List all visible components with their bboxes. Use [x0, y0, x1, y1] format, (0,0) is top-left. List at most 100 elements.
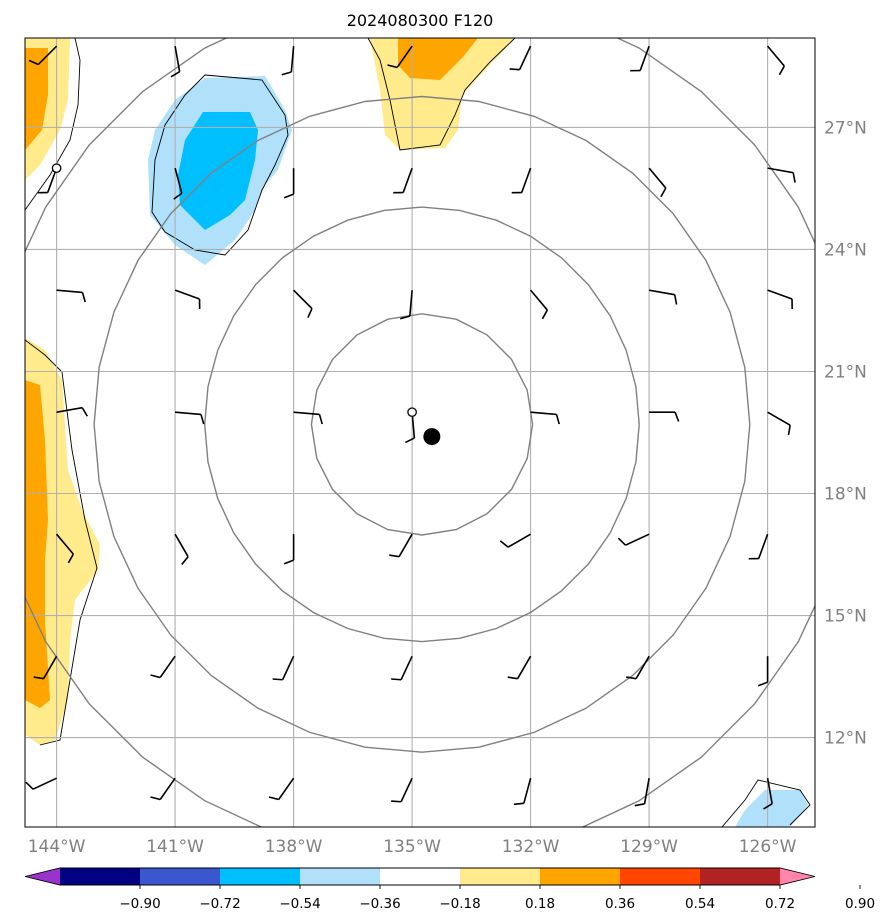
lat-tick-label: 15°N	[824, 607, 867, 627]
lon-tick-label: 135°W	[383, 837, 441, 857]
colorbar-label: −0.36	[359, 896, 400, 912]
colorbar-label: −0.72	[199, 896, 240, 912]
range-ring	[93, 95, 751, 753]
wind-barb	[507, 655, 532, 680]
contour-blue-blob	[151, 74, 289, 256]
wind-barb	[28, 45, 58, 66]
wind-barb	[283, 168, 295, 199]
colorbar-label: 0.18	[525, 896, 555, 912]
anomaly-contour-lines	[25, 38, 811, 827]
wind-barb	[272, 655, 295, 681]
latitude-labels: 27°N 24°N 21°N 18°N 15°N 12°N	[824, 118, 867, 748]
lon-tick-label: 129°W	[620, 837, 678, 857]
colorbar-label: 0.72	[765, 896, 795, 912]
wind-barb	[387, 45, 413, 69]
wind-barb	[150, 655, 176, 679]
wind-barb	[393, 167, 413, 194]
strong-positive-anomaly-area-north	[398, 38, 478, 80]
range-ring	[25, 38, 815, 827]
colorbar-label: 0.90	[845, 896, 875, 912]
wind-barb	[281, 46, 295, 76]
range-ring	[203, 206, 640, 643]
colorbar-segment	[380, 868, 461, 885]
wind-barb	[530, 411, 560, 425]
lat-tick-label: 18°N	[824, 485, 867, 505]
lat-tick-label: 24°N	[824, 240, 867, 260]
wind-barb	[56, 406, 89, 417]
wind-barb	[766, 45, 786, 76]
colorbar-segment	[540, 868, 621, 885]
map-plot-area	[25, 38, 815, 827]
wind-barb	[389, 533, 413, 558]
lat-tick-label: 27°N	[824, 118, 867, 138]
colorbar-segment	[460, 868, 541, 885]
lon-tick-label: 126°W	[739, 837, 797, 857]
wind-barb	[399, 290, 413, 320]
wind-barb	[767, 167, 796, 183]
wind-barb	[617, 533, 650, 546]
colorbar-segment	[60, 868, 141, 885]
contour-north	[367, 38, 516, 151]
contour-southeast	[721, 779, 811, 827]
wind-barb	[293, 289, 313, 318]
contour-northwest	[25, 38, 81, 211]
lon-tick-label: 144°W	[28, 837, 86, 857]
wind-barb	[55, 533, 75, 564]
colorbar-segment	[700, 868, 781, 885]
colorbar-extend-low	[25, 868, 60, 885]
colorbar-label: −0.54	[279, 896, 320, 912]
wind-barb	[173, 167, 183, 200]
wind-barb	[634, 778, 650, 807]
wind-barb	[648, 289, 678, 305]
map-frame	[24, 37, 816, 828]
wind-barb	[175, 411, 205, 425]
wind-barb	[529, 289, 549, 320]
colorbar-segment	[140, 868, 221, 885]
wind-barb	[763, 778, 773, 810]
wind-barb	[174, 533, 189, 565]
colorbar-label: −0.90	[119, 896, 160, 912]
wind-barb	[757, 656, 769, 687]
contour-west	[25, 339, 98, 746]
longitude-labels: 144°W 141°W 138°W 135°W 132°W 129°W 126°W	[28, 837, 797, 857]
range-ring	[310, 313, 534, 536]
open-circle-marker	[51, 163, 62, 173]
lon-tick-label: 138°W	[265, 837, 323, 857]
wind-barb	[174, 289, 201, 310]
wind-barb	[511, 167, 532, 194]
wind-barb	[150, 777, 176, 801]
wind-barb	[649, 411, 680, 422]
wind-barb	[767, 289, 793, 310]
colorbar-segment	[300, 868, 381, 885]
colorbar-label: −0.18	[439, 896, 480, 912]
lat-lon-gridlines	[25, 38, 815, 827]
strong-negative-anomaly-area-north	[178, 112, 258, 230]
wind-barb	[268, 777, 295, 801]
map-title: 2024080300 F120	[347, 11, 494, 30]
open-circle-marker	[407, 407, 417, 418]
negative-anomaly-area-southeast	[735, 790, 808, 827]
wind-barb	[630, 45, 650, 72]
colorbar-outline	[24, 867, 816, 886]
wind-barb	[283, 534, 295, 565]
lon-tick-label: 141°W	[146, 837, 204, 857]
wind-barb	[648, 167, 667, 198]
wind-barb	[748, 533, 769, 560]
lat-tick-label: 21°N	[824, 362, 867, 382]
range-rings	[25, 38, 815, 827]
colorbar-label: 0.36	[605, 896, 635, 912]
lon-tick-label: 132°W	[502, 837, 560, 857]
wind-barb	[56, 289, 86, 303]
colorbar-segment	[620, 868, 701, 885]
wind-barb	[513, 777, 532, 806]
colorbar-extend-high	[780, 868, 815, 885]
wind-barb	[767, 411, 791, 436]
wind-barb	[33, 655, 58, 680]
wind-barb	[25, 777, 57, 790]
wind-barbs	[25, 45, 796, 810]
wind-barb	[391, 777, 413, 803]
wind-barb	[509, 45, 532, 71]
wind-barb	[293, 411, 323, 425]
shaded-anomaly-fields	[25, 38, 808, 827]
